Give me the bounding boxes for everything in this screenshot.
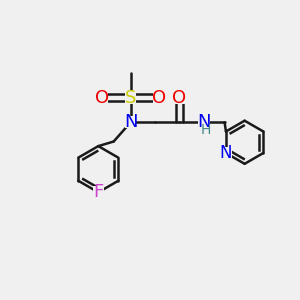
Text: N: N <box>197 113 211 131</box>
FancyBboxPatch shape <box>125 92 136 104</box>
FancyBboxPatch shape <box>96 92 108 104</box>
Text: N: N <box>124 113 137 131</box>
Text: O: O <box>95 88 109 106</box>
FancyBboxPatch shape <box>198 116 210 128</box>
Text: O: O <box>152 88 166 106</box>
FancyBboxPatch shape <box>220 147 232 159</box>
Text: H: H <box>201 123 211 137</box>
FancyBboxPatch shape <box>92 186 104 199</box>
Text: N: N <box>220 144 232 162</box>
Text: S: S <box>125 88 136 106</box>
FancyBboxPatch shape <box>153 92 165 104</box>
FancyBboxPatch shape <box>125 116 136 128</box>
FancyBboxPatch shape <box>173 92 185 104</box>
Text: F: F <box>93 183 103 201</box>
Text: O: O <box>172 88 186 106</box>
